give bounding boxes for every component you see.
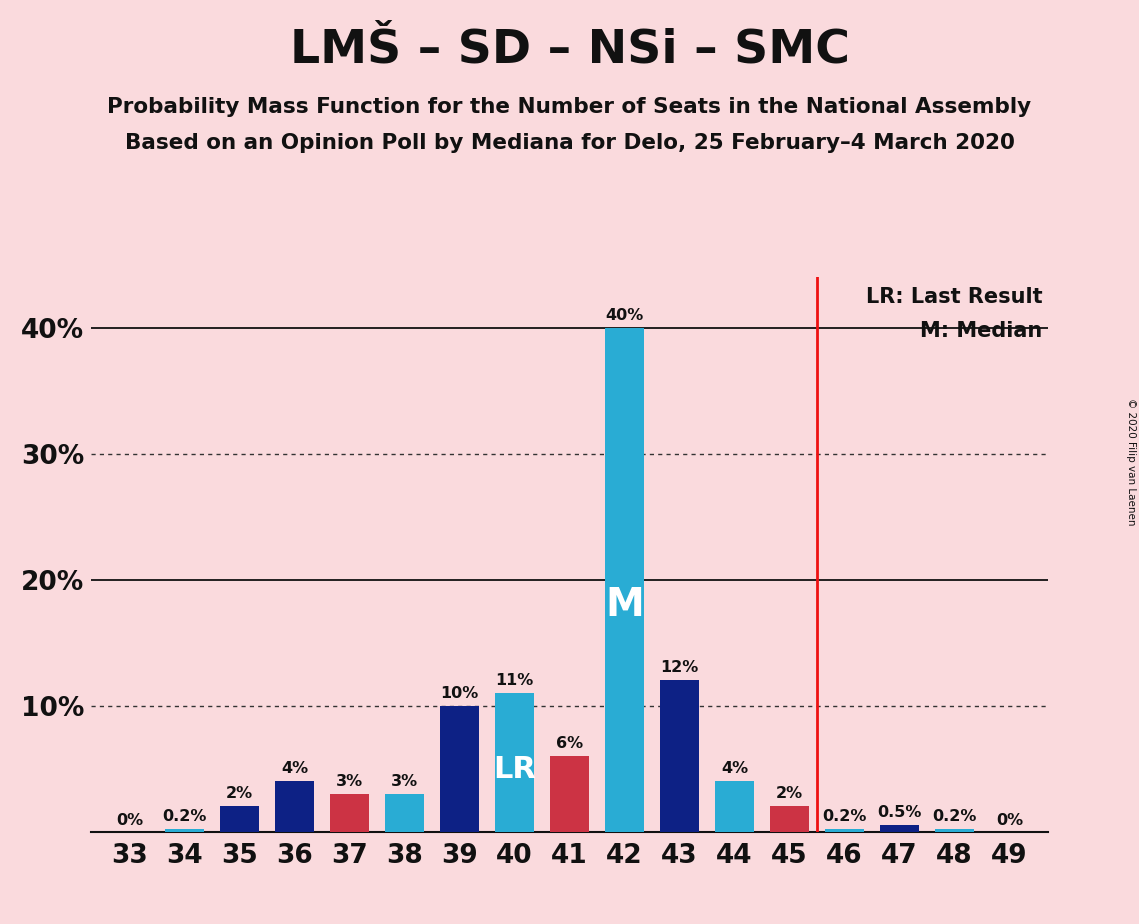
Bar: [659, 680, 699, 832]
Text: 6%: 6%: [556, 736, 583, 751]
Bar: [714, 781, 754, 832]
Text: M: M: [605, 586, 644, 624]
Text: 12%: 12%: [661, 661, 698, 675]
Text: LMŠ – SD – NSi – SMC: LMŠ – SD – NSi – SMC: [289, 28, 850, 73]
Bar: [385, 794, 425, 832]
Text: 4%: 4%: [281, 761, 309, 776]
Bar: [274, 781, 314, 832]
Bar: [494, 693, 534, 832]
Bar: [605, 328, 645, 832]
Bar: [550, 756, 589, 832]
Text: 10%: 10%: [441, 686, 478, 700]
Text: LR: Last Result: LR: Last Result: [866, 287, 1042, 308]
Text: 0.2%: 0.2%: [822, 809, 867, 824]
Text: 3%: 3%: [391, 773, 418, 789]
Text: M: Median: M: Median: [920, 322, 1042, 341]
Text: 40%: 40%: [605, 308, 644, 322]
Text: 3%: 3%: [336, 773, 363, 789]
Bar: [770, 807, 809, 832]
Text: © 2020 Filip van Laenen: © 2020 Filip van Laenen: [1126, 398, 1136, 526]
Text: 0%: 0%: [995, 813, 1023, 828]
Text: 0.2%: 0.2%: [932, 809, 976, 824]
Text: 2%: 2%: [776, 786, 803, 801]
Bar: [220, 807, 260, 832]
Text: 0%: 0%: [116, 813, 144, 828]
Text: 0.2%: 0.2%: [163, 809, 207, 824]
Bar: [165, 829, 204, 832]
Bar: [935, 829, 974, 832]
Bar: [330, 794, 369, 832]
Text: Probability Mass Function for the Number of Seats in the National Assembly: Probability Mass Function for the Number…: [107, 97, 1032, 117]
Text: 2%: 2%: [226, 786, 253, 801]
Text: 4%: 4%: [721, 761, 748, 776]
Bar: [440, 706, 480, 832]
Text: 11%: 11%: [495, 673, 534, 688]
Text: Based on an Opinion Poll by Mediana for Delo, 25 February–4 March 2020: Based on an Opinion Poll by Mediana for …: [124, 133, 1015, 153]
Text: LR: LR: [493, 755, 536, 784]
Bar: [879, 825, 919, 832]
Bar: [825, 829, 865, 832]
Text: 0.5%: 0.5%: [877, 805, 921, 821]
